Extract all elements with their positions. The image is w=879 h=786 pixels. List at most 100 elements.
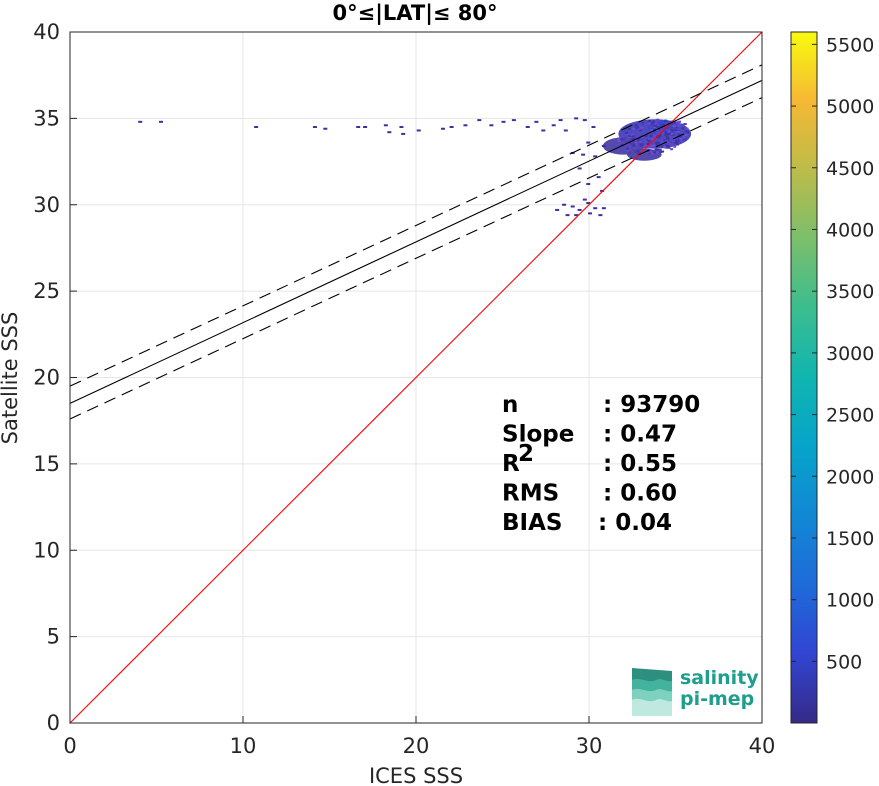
scatter-point — [593, 207, 598, 210]
density-cell — [627, 136, 631, 139]
scatter-point — [541, 129, 546, 132]
density-cell — [656, 124, 660, 127]
y-axis-ticks: 0 5 10 15 20 25 30 35 40 — [33, 20, 77, 735]
colorbar-ticks: 500 1000 1500 2000 2500 3000 3500 4000 4500 5000 5… — [791, 34, 874, 673]
density-cell — [670, 148, 674, 151]
scatter-point — [581, 153, 586, 156]
scatter-point — [577, 208, 582, 211]
colorbar-tick-label: 4500 — [826, 158, 874, 180]
density-cell — [683, 126, 687, 129]
density-cell — [670, 129, 674, 132]
y-tick-label: 20 — [33, 366, 60, 390]
density-cell — [631, 131, 635, 134]
density-cell — [648, 138, 652, 141]
density-cell — [654, 123, 658, 126]
stats-box: n: 93790 Slope: 0.47 R2: 0.55 RMS: 0.60 BIAS… — [502, 392, 700, 536]
density-cell — [631, 150, 635, 153]
density-cell — [676, 134, 680, 137]
density-cell — [666, 137, 670, 140]
density-cell — [666, 133, 670, 136]
density-cell — [617, 138, 621, 141]
scatter-point — [577, 167, 582, 170]
density-cell — [675, 143, 679, 146]
stat-label: Slope — [502, 422, 574, 448]
stat-label: RMS — [502, 481, 559, 507]
density-cell — [620, 138, 624, 141]
stat-label: R — [502, 451, 520, 477]
density-cell — [677, 130, 681, 133]
scatter-point — [525, 126, 530, 129]
stat-label-superscript: 2 — [518, 441, 534, 467]
y-tick-label: 0 — [47, 711, 60, 735]
scatter-point — [138, 120, 143, 123]
density-cell — [673, 145, 677, 148]
density-cell — [667, 146, 671, 149]
density-cell — [646, 142, 650, 145]
stat-label: BIAS — [502, 510, 562, 536]
scatter-point — [562, 203, 567, 206]
scatter-point — [591, 126, 596, 129]
scatter-point — [356, 126, 361, 129]
logo-text-salinity: salinity — [680, 667, 759, 689]
density-cell — [648, 150, 652, 153]
density-cell — [654, 143, 658, 146]
density-cell — [632, 127, 636, 130]
density-cell — [670, 132, 674, 135]
density-cell — [677, 124, 681, 127]
stat-value: : 0.60 — [603, 481, 677, 507]
y-tick-label: 40 — [33, 20, 60, 44]
density-cell — [649, 126, 653, 129]
scatter-point — [501, 120, 506, 123]
density-cell — [626, 147, 630, 150]
scatter-point — [534, 120, 539, 123]
density-cell — [659, 151, 663, 154]
scatter-point — [416, 129, 421, 132]
density-cell — [656, 141, 660, 144]
density-cell — [661, 145, 665, 148]
density-cell — [650, 134, 654, 137]
density-cell — [636, 136, 640, 139]
density-cell — [637, 127, 641, 130]
scatter-point — [387, 131, 392, 134]
stat-value: : 0.04 — [598, 510, 672, 536]
density-cell — [684, 130, 688, 133]
scatter-point — [565, 214, 570, 217]
density-cell — [636, 150, 640, 153]
density-cell — [669, 139, 673, 142]
scatter-point — [574, 214, 579, 217]
density-cell — [640, 143, 644, 146]
density-cell — [634, 139, 638, 142]
density-cell — [669, 142, 673, 145]
scatter-point — [323, 127, 328, 130]
density-cell — [617, 143, 621, 146]
density-cell — [679, 139, 683, 142]
density-cell — [624, 143, 628, 146]
scatter-point — [601, 207, 606, 210]
density-cell — [644, 145, 648, 148]
density-cell — [654, 148, 658, 151]
scatter-point — [158, 120, 163, 123]
density-cell — [673, 123, 677, 126]
density-cell — [672, 140, 676, 143]
scatter-point — [563, 129, 568, 132]
y-axis-label: Satellite SSS — [0, 312, 22, 445]
colorbar-tick-label: 5000 — [826, 96, 874, 118]
scatter-point — [570, 205, 575, 208]
density-cell — [641, 122, 645, 125]
logo-wave-icon — [632, 668, 672, 716]
scatter-point — [586, 141, 591, 144]
density-cell — [677, 133, 681, 136]
scatter-point — [440, 127, 445, 130]
colorbar-tick-label: 3500 — [826, 281, 874, 303]
stat-label: n — [502, 392, 518, 418]
density-cell — [665, 139, 669, 142]
density-cell — [631, 135, 635, 138]
density-cell — [673, 129, 677, 132]
density-cell — [646, 136, 650, 139]
density-cell — [664, 133, 668, 136]
y-tick-label: 10 — [33, 538, 60, 562]
scatter-point — [593, 155, 598, 158]
colorbar-tick-label: 1000 — [826, 590, 874, 612]
density-cell — [680, 129, 684, 132]
density-cell — [631, 138, 635, 141]
